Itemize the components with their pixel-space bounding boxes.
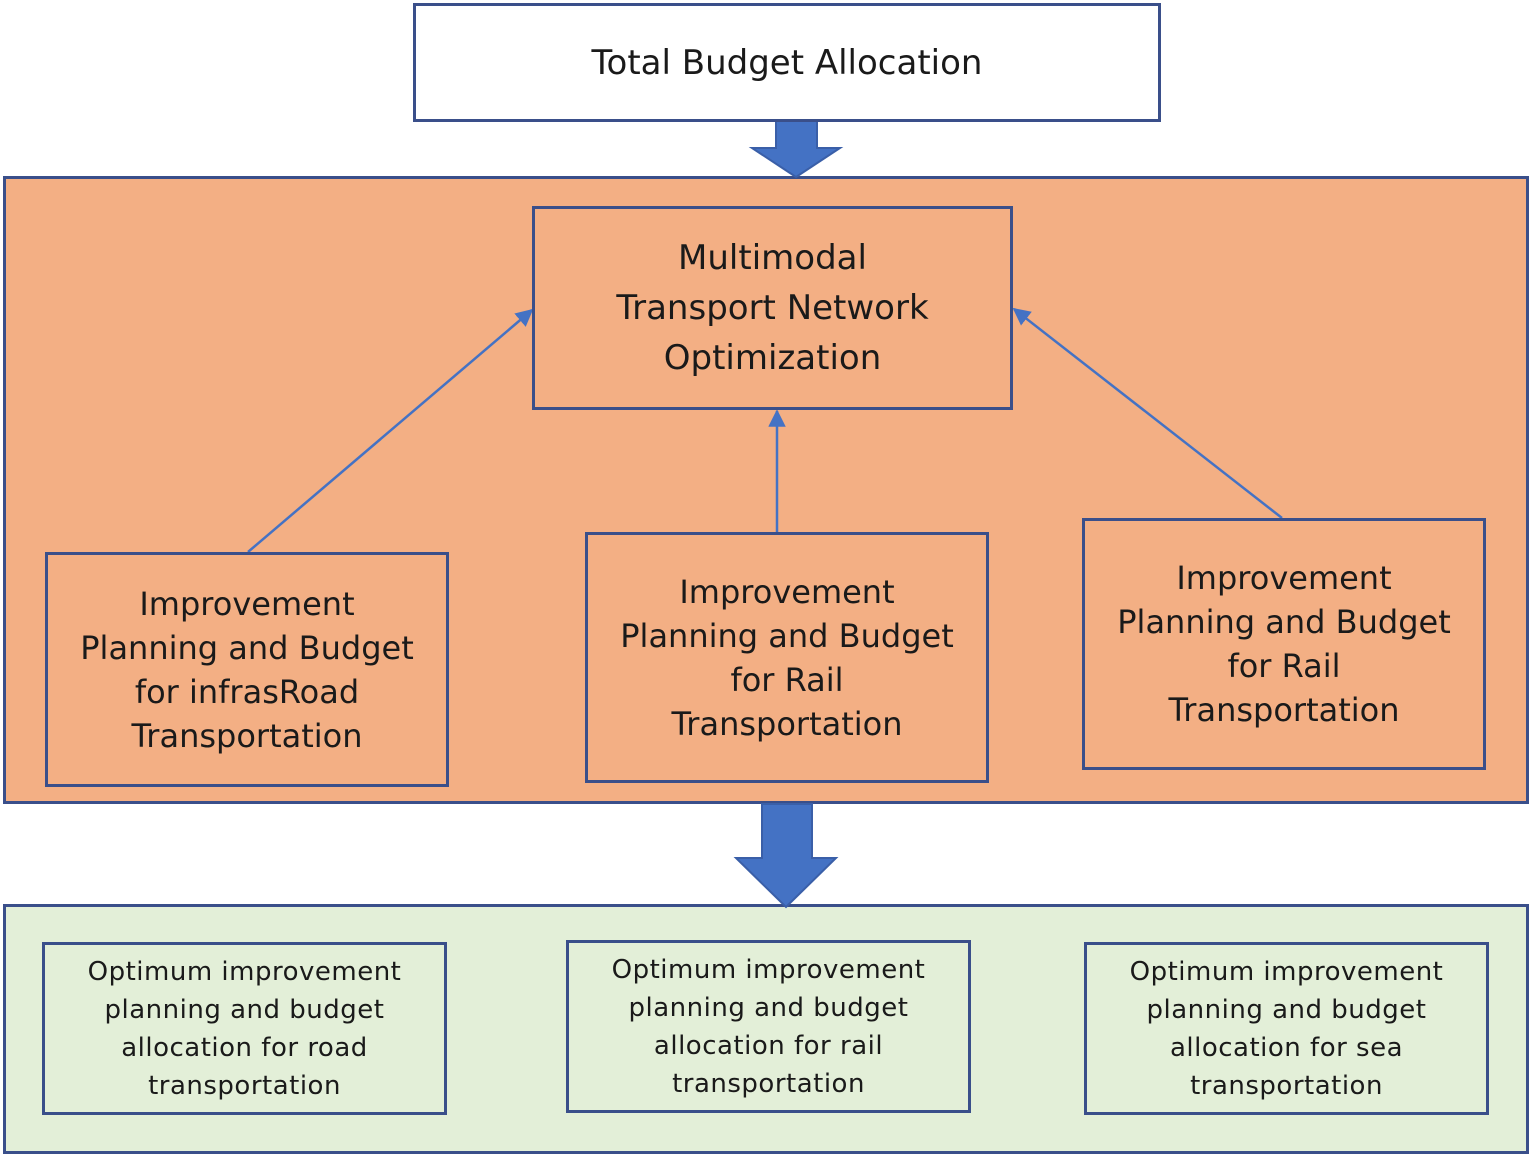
- road-output-label: Optimum improvement planning and budget …: [87, 956, 402, 1101]
- total-budget-allocation-box: Total Budget Allocation: [413, 3, 1161, 122]
- road-planning-label: Improvement Planning and Budget for infr…: [80, 584, 414, 755]
- rail-planning-box-2: Improvement Planning and Budget for Rail…: [1082, 518, 1486, 770]
- rail-output-box: Optimum improvement planning and budget …: [566, 940, 971, 1113]
- rail-planning-box: Improvement Planning and Budget for Rail…: [585, 532, 989, 783]
- sea-output-label: Optimum improvement planning and budget …: [1129, 956, 1444, 1101]
- block-arrow-down-top: [748, 120, 844, 179]
- road-planning-box: Improvement Planning and Budget for infr…: [45, 552, 449, 787]
- road-output-box: Optimum improvement planning and budget …: [42, 942, 447, 1115]
- rail-output-label: Optimum improvement planning and budget …: [611, 954, 926, 1099]
- network-optimization-box: Multimodal Transport Network Optimizatio…: [532, 206, 1013, 410]
- block-arrow-down-bottom: [733, 803, 839, 909]
- sea-output-box: Optimum improvement planning and budget …: [1084, 942, 1489, 1115]
- rail-planning-label-2: Improvement Planning and Budget for Rail…: [1117, 559, 1451, 729]
- network-optimization-label: Multimodal Transport Network Optimizatio…: [616, 238, 929, 378]
- total-budget-allocation-label: Total Budget Allocation: [591, 42, 983, 83]
- rail-planning-label: Improvement Planning and Budget for Rail…: [620, 572, 954, 743]
